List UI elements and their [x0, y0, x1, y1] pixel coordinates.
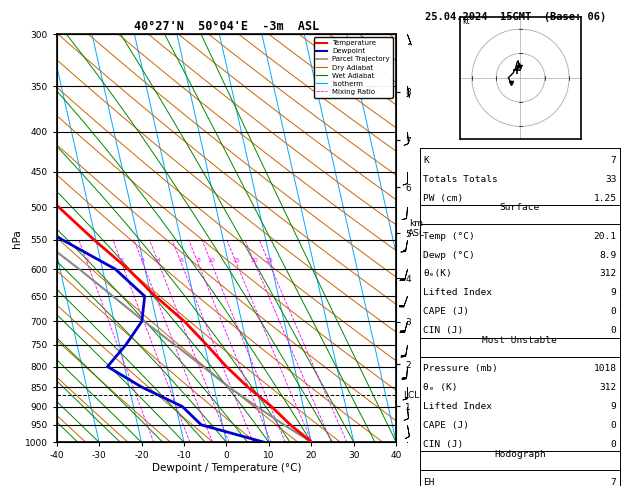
- Text: θₑ(K): θₑ(K): [423, 269, 452, 278]
- Text: 312: 312: [599, 383, 616, 392]
- Text: EH: EH: [423, 478, 435, 486]
- Text: 15: 15: [233, 259, 240, 263]
- Y-axis label: hPa: hPa: [12, 229, 22, 247]
- Text: kt: kt: [462, 17, 470, 26]
- Text: 9: 9: [611, 402, 616, 411]
- Title: 40°27'N  50°04'E  -3m  ASL: 40°27'N 50°04'E -3m ASL: [134, 20, 319, 33]
- Text: 2: 2: [120, 259, 124, 263]
- Text: 6: 6: [179, 259, 183, 263]
- Text: 7: 7: [611, 156, 616, 165]
- Text: Temp (°C): Temp (°C): [423, 231, 475, 241]
- Text: 0: 0: [611, 326, 616, 335]
- Text: 0: 0: [611, 440, 616, 449]
- Text: θₑ (K): θₑ (K): [423, 383, 458, 392]
- Text: 7: 7: [611, 478, 616, 486]
- Text: 1018: 1018: [593, 364, 616, 373]
- Text: 3: 3: [141, 259, 145, 263]
- Text: 20.1: 20.1: [593, 231, 616, 241]
- Text: 8.9: 8.9: [599, 250, 616, 260]
- Text: Pressure (mb): Pressure (mb): [423, 364, 498, 373]
- Text: PW (cm): PW (cm): [423, 193, 464, 203]
- Text: 0: 0: [611, 307, 616, 316]
- Text: 4: 4: [157, 259, 160, 263]
- Legend: Temperature, Dewpoint, Parcel Trajectory, Dry Adiabat, Wet Adiabat, Isotherm, Mi: Temperature, Dewpoint, Parcel Trajectory…: [314, 37, 392, 98]
- Text: Totals Totals: Totals Totals: [423, 174, 498, 184]
- Text: 1.25: 1.25: [593, 193, 616, 203]
- Text: CIN (J): CIN (J): [423, 326, 464, 335]
- Text: Lifted Index: Lifted Index: [423, 288, 493, 297]
- X-axis label: Dewpoint / Temperature (°C): Dewpoint / Temperature (°C): [152, 463, 301, 473]
- Text: 20: 20: [251, 259, 259, 263]
- Text: Dewp (°C): Dewp (°C): [423, 250, 475, 260]
- Text: K: K: [423, 156, 429, 165]
- Text: 0: 0: [611, 421, 616, 430]
- Text: Lifted Index: Lifted Index: [423, 402, 493, 411]
- Text: 9: 9: [611, 288, 616, 297]
- Text: 33: 33: [605, 174, 616, 184]
- Text: 8: 8: [196, 259, 200, 263]
- Text: 1: 1: [86, 259, 89, 263]
- Text: 25.04.2024  15GMT  (Base: 06): 25.04.2024 15GMT (Base: 06): [425, 12, 606, 22]
- Text: CIN (J): CIN (J): [423, 440, 464, 449]
- Text: LCL: LCL: [403, 391, 420, 399]
- Text: Hodograph: Hodograph: [494, 450, 546, 459]
- Text: Most Unstable: Most Unstable: [482, 336, 557, 345]
- Text: 10: 10: [208, 259, 215, 263]
- Text: CAPE (J): CAPE (J): [423, 307, 469, 316]
- Text: 25: 25: [265, 259, 273, 263]
- Text: Surface: Surface: [500, 203, 540, 212]
- Text: 312: 312: [599, 269, 616, 278]
- Y-axis label: km
ASL: km ASL: [408, 219, 425, 238]
- Text: CAPE (J): CAPE (J): [423, 421, 469, 430]
